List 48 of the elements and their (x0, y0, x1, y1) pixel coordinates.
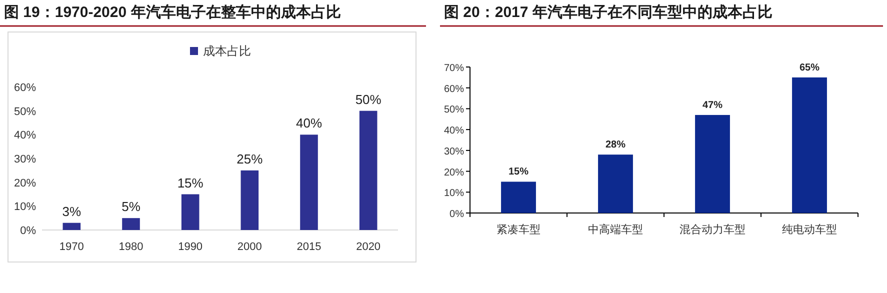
bar (181, 194, 200, 230)
y-tick-label: 70% (444, 63, 464, 74)
y-tick-label: 10% (14, 201, 36, 214)
bar (122, 218, 140, 230)
bar (359, 110, 378, 230)
text: 15% (177, 175, 204, 190)
legend-label: 成本占比 (203, 44, 251, 58)
chart-title: 图 20：2017 年汽车电子在不同车型中的成本占比 (444, 3, 772, 21)
bar (501, 182, 536, 213)
bar (695, 114, 730, 213)
y-tick-label: 20% (444, 167, 464, 178)
y-tick-label: 20% (14, 177, 36, 190)
x-tick-label: 1990 (178, 241, 203, 253)
y-tick-label: 50% (14, 106, 36, 118)
y-tick-label: 40% (14, 130, 36, 142)
chart-title: 图 19：1970-2020 年汽车电子在整车中的成本占比 (4, 3, 341, 21)
x-tick-label: 1980 (118, 241, 144, 253)
text: 65% (799, 62, 820, 74)
x-tick-label: 2020 (356, 241, 381, 253)
text: 40% (296, 116, 322, 131)
text: 25% (236, 151, 263, 166)
text: 15% (508, 166, 529, 178)
x-tick-label: 2000 (237, 241, 262, 253)
text: 50% (355, 92, 382, 107)
x-tick-label: 紧凑车型 (496, 223, 540, 236)
x-tick-label: 2015 (296, 241, 322, 253)
x-tick-label: 混合动力车型 (680, 223, 746, 236)
text: 28% (605, 140, 626, 151)
y-tick-label: 30% (14, 154, 36, 166)
bar (300, 134, 318, 230)
y-tick-label: 50% (444, 104, 464, 116)
bar (62, 222, 81, 230)
text: 5% (122, 199, 140, 214)
x-tick-label: 1970 (59, 241, 84, 253)
text: 3% (62, 204, 82, 219)
text: 47% (702, 100, 723, 111)
y-tick-label: 40% (444, 126, 464, 137)
y-tick-label: 60% (14, 82, 36, 94)
bar (240, 170, 259, 230)
bar (792, 77, 827, 213)
x-tick-label: 中高端车型 (588, 223, 643, 236)
y-tick-label: 60% (444, 84, 464, 95)
x-tick-label: 纯电动车型 (782, 223, 837, 236)
y-tick-label: 30% (444, 146, 464, 158)
bar (598, 154, 633, 213)
y-tick-label: 0% (20, 225, 36, 237)
y-tick-label: 0% (450, 209, 464, 220)
y-tick-label: 10% (444, 188, 464, 200)
